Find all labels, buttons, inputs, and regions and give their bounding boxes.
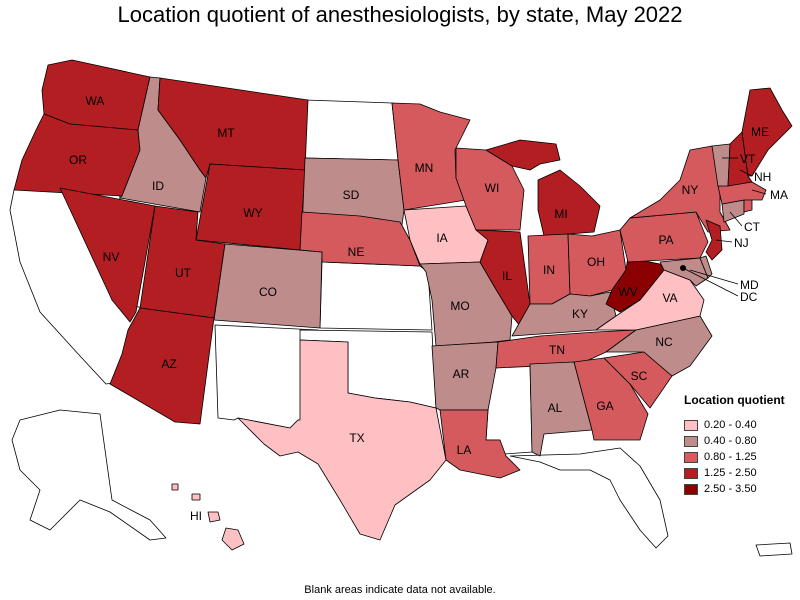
label-CO: CO xyxy=(259,285,277,299)
leader-lines xyxy=(682,157,767,297)
legend-swatch xyxy=(684,467,698,479)
label-PA: PA xyxy=(658,233,673,247)
leader-dc xyxy=(682,267,739,297)
label-MD: MD xyxy=(740,278,759,292)
label-NV: NV xyxy=(103,250,120,264)
state-PR[interactable] xyxy=(755,542,793,557)
state-HI[interactable] xyxy=(171,483,245,551)
state-MN[interactable] xyxy=(391,102,471,211)
legend: Location quotient 0.20 - 0.40 0.40 - 0.8… xyxy=(684,393,800,497)
hawaii-island-kauai xyxy=(171,483,179,491)
state-ME[interactable] xyxy=(741,87,793,177)
legend-swatch xyxy=(684,451,698,463)
label-SC: SC xyxy=(631,369,648,383)
state-NV[interactable] xyxy=(59,187,156,323)
label-TX: TX xyxy=(349,431,364,445)
legend-item: 0.20 - 0.40 xyxy=(684,417,800,433)
state-NJ[interactable] xyxy=(705,219,723,261)
legend-item: 2.50 - 3.50 xyxy=(684,481,800,497)
leader-nj xyxy=(715,239,733,243)
legend-item: 0.40 - 0.80 xyxy=(684,433,800,449)
label-NY: NY xyxy=(682,183,699,197)
state-AZ[interactable] xyxy=(109,307,215,425)
label-SD: SD xyxy=(343,188,360,202)
label-IA: IA xyxy=(436,231,447,245)
hawaii-island-maui xyxy=(207,511,221,523)
label-OR: OR xyxy=(69,153,87,167)
label-MA: MA xyxy=(770,188,788,202)
label-LA: LA xyxy=(457,443,472,457)
legend-label: 2.50 - 3.50 xyxy=(704,483,757,495)
label-VT: VT xyxy=(740,152,756,166)
state-CO[interactable] xyxy=(213,243,323,329)
label-UT: UT xyxy=(175,266,192,280)
label-AL: AL xyxy=(548,401,563,415)
hawaii-island-big xyxy=(221,527,245,551)
label-WV: WV xyxy=(618,285,637,299)
leader-ct xyxy=(729,211,743,227)
label-WA: WA xyxy=(86,94,105,108)
legend-label: 1.25 - 2.50 xyxy=(704,467,757,479)
state-ND[interactable] xyxy=(304,99,399,161)
state-DE[interactable] xyxy=(699,255,713,279)
state-LA[interactable] xyxy=(439,409,521,479)
legend-swatch xyxy=(684,483,698,495)
state-WV[interactable] xyxy=(605,255,665,313)
legend-item: 1.25 - 2.50 xyxy=(684,465,800,481)
map-title: Location quotient of anesthesiologists, … xyxy=(117,2,683,27)
label-IL: IL xyxy=(502,269,512,283)
label-MI: MI xyxy=(554,207,567,221)
label-NC: NC xyxy=(655,335,673,349)
label-MN: MN xyxy=(415,161,434,175)
state-SC[interactable] xyxy=(603,351,673,409)
state-TX[interactable] xyxy=(237,339,447,541)
leader-ma xyxy=(751,189,767,195)
label-ID: ID xyxy=(152,179,164,193)
legend-title: Location quotient xyxy=(684,393,785,407)
label-WY: WY xyxy=(243,206,262,220)
label-GA: GA xyxy=(596,399,613,413)
label-AZ: AZ xyxy=(161,357,176,371)
legend-item: 0.80 - 1.25 xyxy=(684,449,800,465)
state-FL[interactable] xyxy=(509,447,669,549)
label-NH: NH xyxy=(754,170,771,184)
label-AR: AR xyxy=(453,367,470,381)
label-NE: NE xyxy=(348,245,365,259)
footnote: Blank areas indicate data not available. xyxy=(304,584,496,596)
legend-swatch xyxy=(684,419,698,431)
legend-label: 0.80 - 1.25 xyxy=(704,451,757,463)
label-OH: OH xyxy=(587,255,605,269)
state-MT[interactable] xyxy=(157,77,309,179)
label-WI: WI xyxy=(485,181,500,195)
label-KY: KY xyxy=(572,307,588,321)
label-IN: IN xyxy=(543,263,555,277)
label-NJ: NJ xyxy=(734,236,749,250)
leader-md xyxy=(689,269,739,285)
legend-label: 0.40 - 0.80 xyxy=(704,435,757,447)
label-DC: DC xyxy=(740,290,758,304)
state-KS[interactable] xyxy=(319,261,433,331)
hawaii-island-oahu xyxy=(191,493,201,501)
state-KY[interactable] xyxy=(511,291,617,337)
label-HI: HI xyxy=(190,509,202,523)
legend-swatch xyxy=(684,435,698,447)
state-NE[interactable] xyxy=(299,211,421,267)
label-ME: ME xyxy=(751,125,769,139)
legend-label: 0.20 - 0.40 xyxy=(704,419,757,431)
label-VA: VA xyxy=(662,291,677,305)
leader-nh xyxy=(739,169,753,177)
label-MT: MT xyxy=(217,126,235,140)
label-MO: MO xyxy=(450,299,469,313)
label-TN: TN xyxy=(549,343,565,357)
state-AK[interactable] xyxy=(11,409,167,541)
state-NH[interactable] xyxy=(727,131,753,187)
label-CT: CT xyxy=(744,220,761,234)
state-MI[interactable] xyxy=(485,139,601,237)
state-IL[interactable] xyxy=(475,229,531,327)
